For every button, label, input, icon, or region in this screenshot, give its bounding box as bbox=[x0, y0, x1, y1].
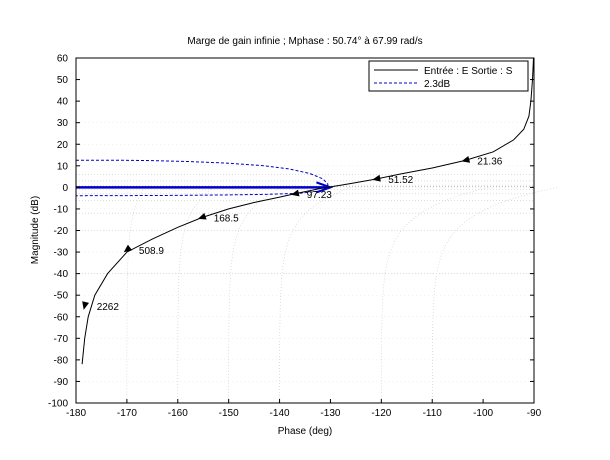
y-tick-label-11: 10 bbox=[57, 161, 69, 172]
frequency-arrow-4 bbox=[372, 174, 381, 182]
y-tick-label-3: -70 bbox=[54, 334, 69, 345]
series-layer bbox=[75, 57, 534, 365]
frequency-label-3: 97.23 bbox=[307, 190, 332, 201]
y-tick-label-13: 30 bbox=[57, 118, 69, 129]
x-tick-label-4: -140 bbox=[270, 408, 290, 419]
series-main-line bbox=[81, 57, 534, 365]
legend-label-contour: 2.3dB bbox=[424, 79, 450, 90]
x-tick-label-2: -160 bbox=[168, 408, 188, 419]
legend-box bbox=[368, 60, 529, 92]
y-tick-label-9: -10 bbox=[54, 204, 69, 215]
x-tick-label-5: -130 bbox=[320, 408, 340, 419]
chart-title: Marge de gain infinie ; Mphase : 50.74° … bbox=[187, 36, 422, 47]
y-tick-label-14: 40 bbox=[57, 97, 69, 108]
y-tick-label-1: -90 bbox=[54, 377, 69, 388]
frequency-arrow-2 bbox=[197, 212, 207, 220]
x-axis-label: Phase (deg) bbox=[278, 426, 332, 437]
y-tick-label-5: -50 bbox=[54, 291, 69, 302]
y-tick-label-10: 0 bbox=[62, 183, 68, 194]
grid-iso-phase-2 bbox=[228, 187, 283, 403]
x-tick-label-9: -90 bbox=[527, 408, 542, 419]
y-axis-ticks: -100-90-80-70-60-50-40-30-20-10010203040… bbox=[48, 54, 534, 410]
x-tick-label-7: -110 bbox=[423, 408, 443, 419]
frequency-arrow-3 bbox=[290, 189, 300, 197]
y-tick-label-6: -40 bbox=[54, 269, 69, 280]
y-tick-label-0: -100 bbox=[48, 399, 68, 410]
y-tick-label-12: 20 bbox=[57, 140, 69, 151]
y-tick-label-7: -30 bbox=[54, 248, 69, 259]
x-axis-ticks: -180 -170 -160 -150 -140 -130 -120 -110 -100 -90 bbox=[66, 399, 542, 419]
x-tick-label-3: -150 bbox=[219, 408, 239, 419]
legend: Entrée : E Sortie : S 2.3dB bbox=[368, 60, 529, 92]
x-tick-label-8: -100 bbox=[473, 408, 493, 419]
x-tick-label-6: -120 bbox=[371, 408, 391, 419]
y-tick-label-16: 60 bbox=[57, 54, 69, 65]
frequency-label-4: 51.52 bbox=[388, 175, 413, 186]
frequency-label-0: 2262 bbox=[97, 302, 120, 313]
x-tick-label-1: -170 bbox=[117, 408, 137, 419]
x-tick-label-0: -180 bbox=[66, 408, 86, 419]
frequency-annotations: 2262 508.9 168.5 97.23 51.52 21.36 bbox=[82, 156, 503, 313]
y-tick-label-8: -20 bbox=[54, 226, 69, 237]
series-contour-line bbox=[75, 159, 329, 197]
y-axis-label: Magnitude (dB) bbox=[30, 196, 41, 264]
frequency-label-5: 21.36 bbox=[477, 156, 502, 167]
legend-label-main: Entrée : E Sortie : S bbox=[424, 66, 513, 77]
y-tick-label-4: -60 bbox=[54, 312, 69, 323]
frequency-arrow-0 bbox=[82, 301, 89, 310]
frequency-arrow-1 bbox=[123, 244, 133, 253]
y-tick-label-2: -80 bbox=[54, 355, 69, 366]
y-tick-label-15: 50 bbox=[57, 75, 69, 86]
frequency-label-1: 508.9 bbox=[139, 246, 164, 257]
frequency-label-2: 168.5 bbox=[214, 214, 239, 225]
frequency-arrow-5 bbox=[461, 156, 471, 163]
